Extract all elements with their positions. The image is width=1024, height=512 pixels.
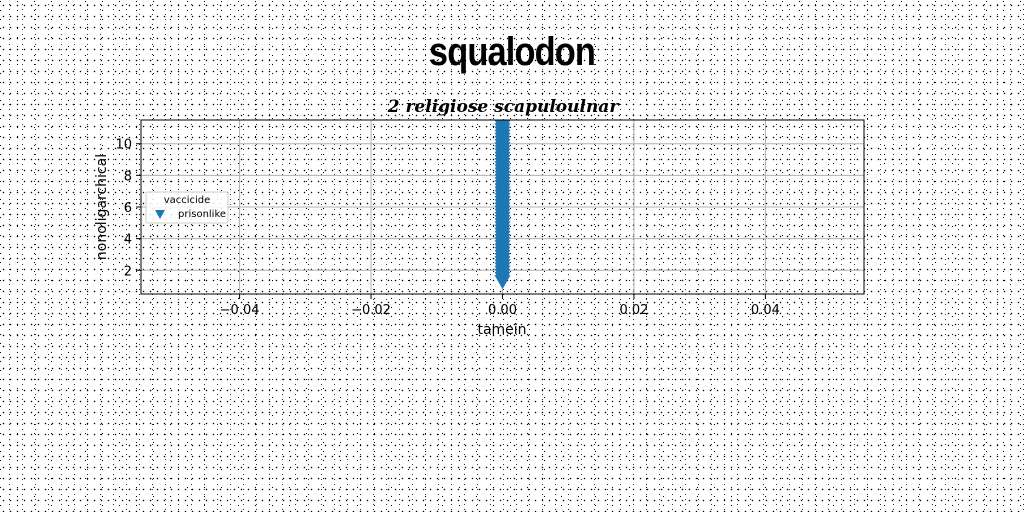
figure-title: squalodon — [428, 30, 596, 74]
x-tick-label: 0.04 — [751, 303, 780, 318]
legend-box — [145, 191, 229, 224]
y-tick-label: 8 — [124, 169, 132, 184]
legend-marker-triangle-down — [155, 210, 165, 219]
y-tick-label: 4 — [124, 233, 132, 248]
legend-title: vaccicide — [164, 195, 211, 206]
data-marks — [494, 120, 511, 290]
legend: vaccicide prisonlike — [145, 191, 229, 224]
y-axis-ticks: 2 4 6 8 10 — [115, 138, 141, 279]
y-axis-label: nonoligarchical — [94, 154, 110, 260]
data-point — [500, 120, 505, 123]
x-axis-ticks: −0.04 −0.02 0.00 0.02 0.04 — [220, 294, 780, 318]
y-tick-label: 6 — [124, 201, 132, 216]
y-tick-label: 2 — [124, 264, 132, 279]
chart-title: 2 religiose scapuloulnar — [387, 97, 620, 117]
x-tick-label: 0.00 — [488, 303, 517, 318]
y-tick-label: 10 — [115, 138, 132, 153]
x-tick-label: −0.02 — [351, 303, 391, 318]
legend-entry-label: prisonlike — [178, 209, 226, 220]
x-tick-label: −0.04 — [220, 303, 260, 318]
x-tick-label: 0.02 — [619, 303, 648, 318]
x-axis-label: tamein — [477, 322, 526, 338]
